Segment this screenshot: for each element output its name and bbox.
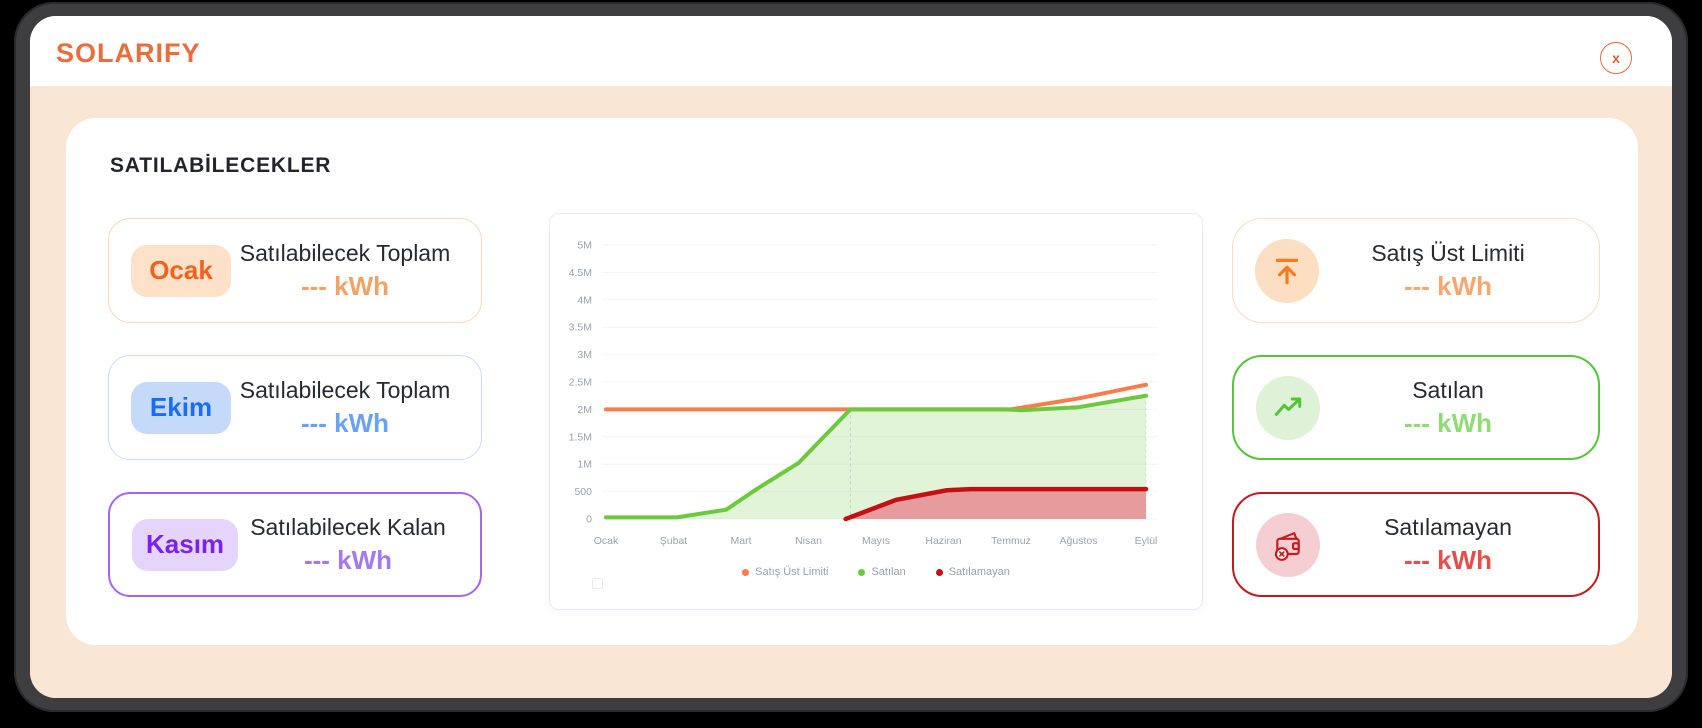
month-badge: Ekim (131, 381, 231, 434)
month-card-ocak: Ocak Satılabilecek Toplam --- kWh (108, 218, 482, 323)
svg-text:500: 500 (574, 486, 592, 498)
chart-svg[interactable]: 0 500 1M 1.5M 2M 2.5M 3M 3.5M 4M 4.5M 5M Ocak Şubat M… (550, 214, 1204, 562)
svg-text:0: 0 (586, 514, 592, 526)
legend-dot-icon (935, 568, 943, 576)
metric-card-satis-ust-limiti: Satış Üst Limiti --- kWh (1232, 218, 1600, 323)
app-window: SOLARIFY x SATILABİLECEKLER Ocak Satılab… (30, 16, 1672, 698)
legend-label: Satış Üst Limiti (755, 566, 829, 578)
card-value: --- kWh (300, 407, 390, 438)
trending-up-icon (1256, 375, 1320, 440)
svg-text:4.5M: 4.5M (569, 267, 592, 279)
card-value: --- kWh (1403, 270, 1493, 301)
card-value: --- kWh (1403, 544, 1493, 575)
card-title: Satılamayan (1384, 514, 1512, 541)
card-title: Satılabilecek Kalan (250, 514, 446, 541)
chart-legend: Satış Üst Limiti Satılan Satılamayan (550, 566, 1202, 578)
main-card: SATILABİLECEKLER Ocak Satılabilecek Topl… (66, 118, 1638, 645)
card-value: --- kWh (300, 270, 390, 301)
svg-text:Şubat: Şubat (660, 535, 688, 547)
svg-text:1M: 1M (577, 459, 592, 471)
svg-text:Ocak: Ocak (594, 535, 619, 547)
month-card-column: Ocak Satılabilecek Toplam --- kWh Ekim S… (108, 218, 482, 597)
content-area: SATILABİLECEKLER Ocak Satılabilecek Topl… (30, 86, 1672, 698)
svg-text:Haziran: Haziran (925, 535, 961, 547)
metric-card-satilamayan: Satılamayan --- kWh (1232, 492, 1600, 597)
legend-item-satis-ust-limiti[interactable]: Satış Üst Limiti (742, 566, 828, 578)
svg-text:Temmuz: Temmuz (991, 535, 1031, 547)
legend-label: Satılamayan (948, 566, 1010, 578)
close-icon: x (1612, 50, 1620, 66)
svg-text:5M: 5M (577, 240, 592, 252)
svg-text:3M: 3M (577, 349, 592, 361)
svg-text:Nisan: Nisan (795, 535, 822, 547)
metric-card-satilan: Satılan --- kWh (1232, 355, 1600, 460)
window-frame: SOLARIFY x SATILABİLECEKLER Ocak Satılab… (14, 2, 1688, 712)
metric-card-column: Satış Üst Limiti --- kWh Satılan (1232, 218, 1600, 597)
chart-card: 0 500 1M 1.5M 2M 2.5M 3M 3.5M 4M 4.5M 5M Ocak Şubat M… (549, 213, 1203, 610)
svg-text:Ağustos: Ağustos (1060, 535, 1098, 547)
month-card-ekim: Ekim Satılabilecek Toplam --- kWh (108, 355, 482, 460)
card-title: Satılabilecek Toplam (239, 377, 451, 404)
card-title: Satılan (1412, 377, 1484, 404)
svg-text:2.5M: 2.5M (569, 377, 592, 389)
wallet-x-icon (1256, 512, 1320, 577)
upload-limit-icon (1255, 238, 1319, 303)
card-title: Satış Üst Limiti (1371, 240, 1525, 267)
section-title: SATILABİLECEKLER (110, 154, 332, 177)
card-value: --- kWh (1403, 407, 1493, 438)
close-button[interactable]: x (1600, 42, 1632, 74)
legend-item-satilan[interactable]: Satılan (858, 566, 906, 578)
chart-watermark-square (592, 578, 603, 589)
svg-text:4M: 4M (577, 294, 592, 306)
svg-text:Eylül: Eylül (1135, 535, 1158, 547)
legend-dot-icon (742, 568, 750, 576)
brand-logo: SOLARIFY (56, 38, 201, 68)
legend-dot-icon (858, 568, 866, 576)
svg-text:Mayıs: Mayıs (862, 535, 890, 547)
card-value: --- kWh (303, 544, 393, 575)
legend-label: Satılan (871, 566, 906, 578)
svg-text:1.5M: 1.5M (569, 431, 592, 443)
month-card-kasim: Kasım Satılabilecek Kalan --- kWh (108, 492, 482, 597)
header: SOLARIFY x (30, 16, 1672, 86)
month-badge: Ocak (131, 244, 231, 297)
svg-text:2M: 2M (577, 404, 592, 416)
month-badge: Kasım (132, 518, 239, 571)
card-title: Satılabilecek Toplam (239, 240, 451, 267)
svg-text:Mart: Mart (731, 535, 752, 547)
legend-item-satilamayan[interactable]: Satılamayan (935, 566, 1010, 578)
svg-text:3.5M: 3.5M (569, 322, 592, 334)
